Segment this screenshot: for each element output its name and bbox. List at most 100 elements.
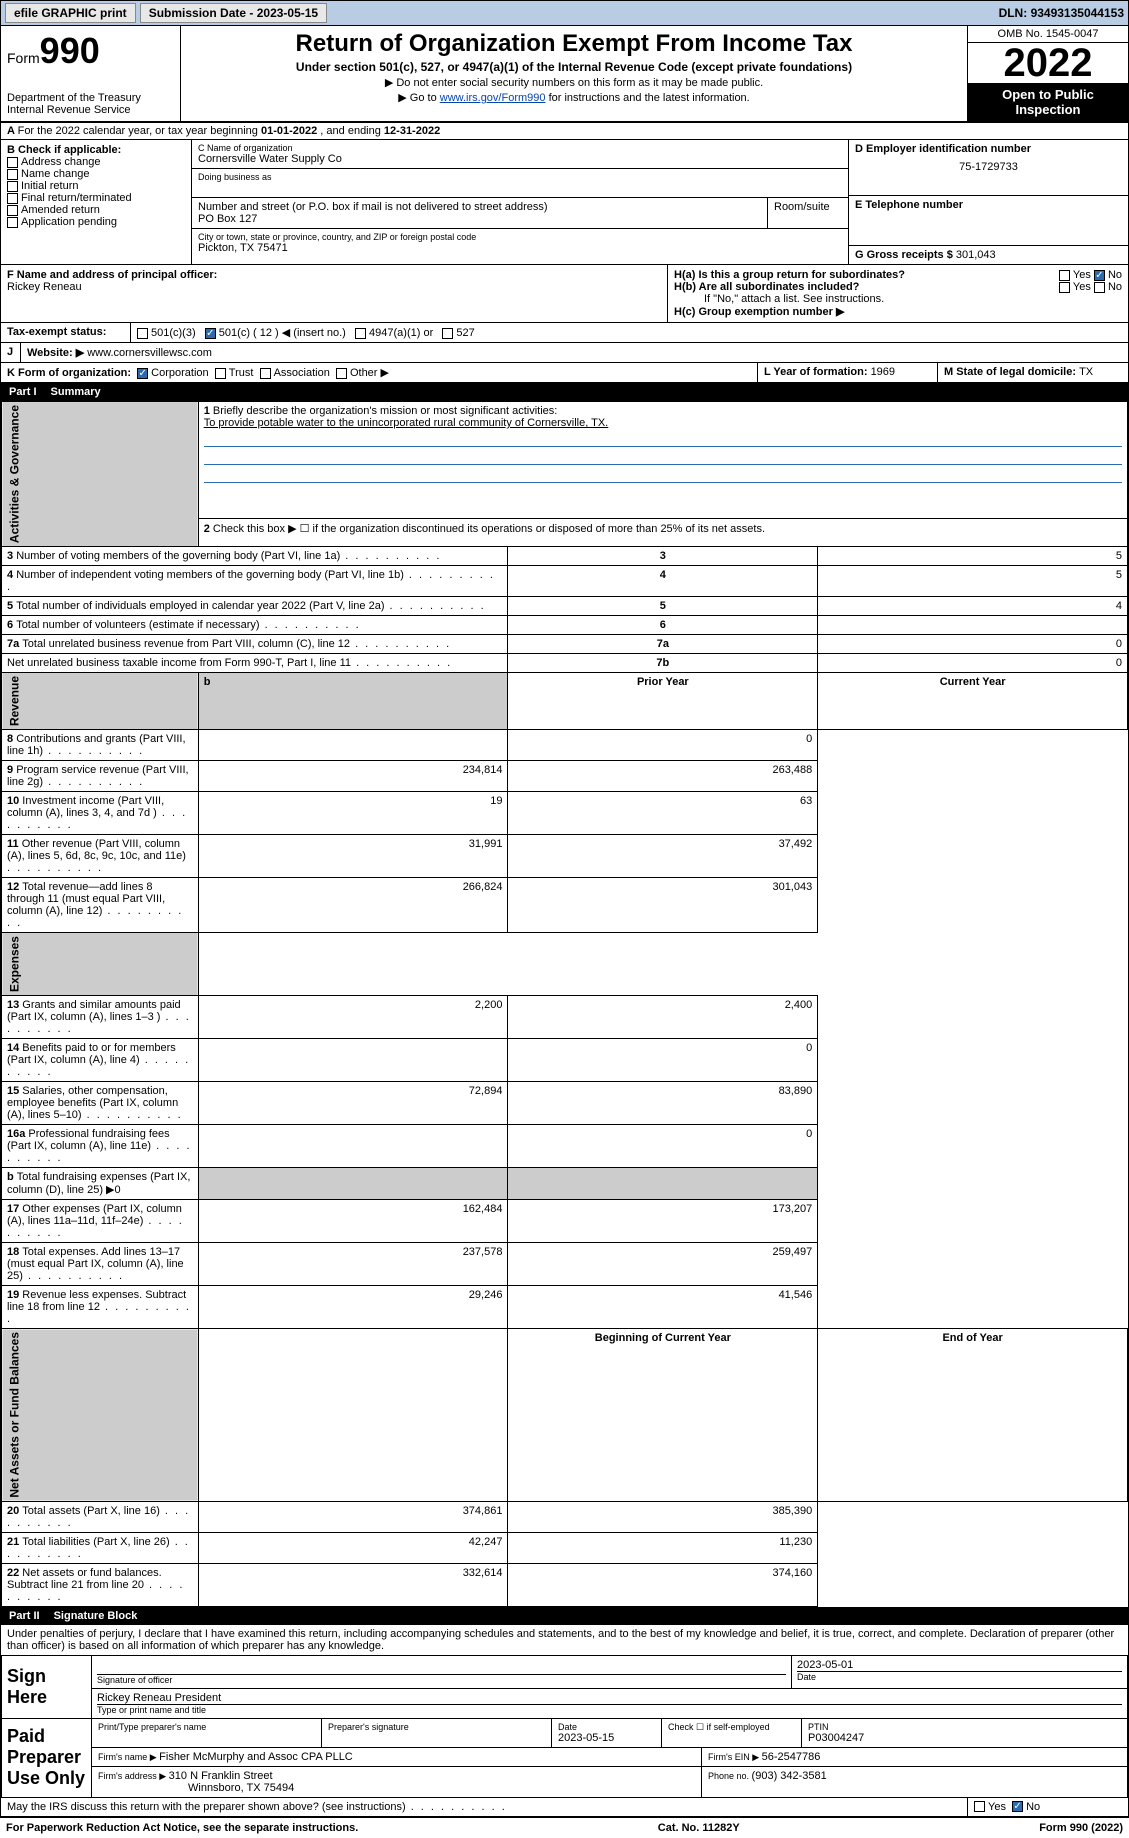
prep-date: 2023-05-15 <box>558 1732 655 1744</box>
rev-row: 9 Program service revenue (Part VIII, li… <box>2 761 1128 792</box>
501c-label: 501(c) ( 12 ) ◀ (insert no.) <box>219 327 346 339</box>
firm-label: Firm's name ▶ <box>98 1752 159 1762</box>
org-name: Cornersville Water Supply Co <box>198 153 842 165</box>
ptin-label: PTIN <box>808 1722 1121 1732</box>
Ha: H(a) Is this a group return for subordin… <box>674 269 1122 281</box>
mission-text: To provide potable water to the unincorp… <box>204 417 1122 429</box>
gross-value: 301,043 <box>956 249 996 261</box>
prep-sig-label: Preparer's signature <box>328 1722 545 1732</box>
hdr-current: Current Year <box>818 673 1128 730</box>
corp-checkbox[interactable] <box>137 368 148 379</box>
Hb-note: If "No," attach a list. See instructions… <box>674 293 1122 305</box>
other-checkbox[interactable] <box>336 368 347 379</box>
prep-name-label: Print/Type preparer's name <box>98 1722 315 1732</box>
firm-phone: (903) 342-3581 <box>752 1770 827 1782</box>
part2-label: Part II <box>9 1610 40 1622</box>
B-option[interactable]: Application pending <box>7 216 185 228</box>
dept-treasury: Department of the Treasury <box>7 92 174 104</box>
firm-addr-label: Firm's address ▶ <box>98 1771 169 1781</box>
I-label: Tax-exempt status: <box>1 323 131 342</box>
gov-row: 3 Number of voting members of the govern… <box>2 547 1128 566</box>
4947-label: 4947(a)(1) or <box>369 327 433 339</box>
addr-label: Number and street (or P.O. box if mail i… <box>198 201 761 213</box>
subdate-label: Submission Date - <box>149 6 257 20</box>
part2-bar: Part II Signature Block <box>1 1607 1128 1625</box>
paid-preparer: Paid Preparer Use Only <box>2 1718 92 1797</box>
gov-row: 4 Number of independent voting members o… <box>2 566 1128 597</box>
line2-label: Check this box ▶ ☐ if the organization d… <box>213 523 765 535</box>
B-option[interactable]: Initial return <box>7 180 185 192</box>
Ha-no-checkbox[interactable] <box>1094 270 1105 281</box>
hdr-end: End of Year <box>818 1329 1128 1502</box>
501c-checkbox[interactable] <box>205 328 216 339</box>
form-container: efile GRAPHIC print Submission Date - 20… <box>0 0 1129 1818</box>
signature-table: Sign Here Signature of officer 2023-05-0… <box>1 1655 1128 1798</box>
form-subtitle: Under section 501(c), 527, or 4947(a)(1)… <box>189 60 959 74</box>
net-row: 21 Total liabilities (Part X, line 26)42… <box>2 1532 1128 1563</box>
discuss-label: May the IRS discuss this return with the… <box>7 1801 406 1813</box>
website-label: Website: ▶ <box>27 347 87 359</box>
exp-row: 14 Benefits paid to or for members (Part… <box>2 1039 1128 1082</box>
form-number: Form990 <box>7 30 174 72</box>
goto-note: ▶ Go to www.irs.gov/Form990 for instruct… <box>189 91 959 104</box>
form-header: Form990 Department of the Treasury Inter… <box>1 26 1128 123</box>
hdr-begin: Beginning of Current Year <box>508 1329 818 1502</box>
M-label: M State of legal domicile: <box>944 366 1079 378</box>
Ha-yes-checkbox[interactable] <box>1059 270 1070 281</box>
efile-print-button[interactable]: efile GRAPHIC print <box>5 3 136 23</box>
Hb-yes-checkbox[interactable] <box>1059 282 1070 293</box>
B-label: B Check if applicable: <box>7 144 185 156</box>
firm-phone-label: Phone no. <box>708 1771 752 1781</box>
phone-label: E Telephone number <box>855 199 963 211</box>
exp-row: 19 Revenue less expenses. Subtract line … <box>2 1286 1128 1329</box>
ein-label: D Employer identification number <box>855 143 1031 155</box>
rev-row: 11 Other revenue (Part VIII, column (A),… <box>2 835 1128 878</box>
box-C: C Name of organizationCornersville Water… <box>191 140 848 264</box>
city-label: City or town, state or province, country… <box>198 232 842 242</box>
part1-table: Activities & Governance 1 Briefly descri… <box>1 401 1128 1607</box>
self-emp: Check ☐ if self-employed <box>662 1719 802 1747</box>
4947-checkbox[interactable] <box>355 328 366 339</box>
dba-label: Doing business as <box>198 172 842 182</box>
gov-row: 5 Total number of individuals employed i… <box>2 597 1128 616</box>
line-A: A For the 2022 calendar year, or tax yea… <box>1 123 1128 140</box>
footer-center: Cat. No. 11282Y <box>658 1822 740 1834</box>
discuss-no-checkbox[interactable] <box>1012 1801 1023 1812</box>
trust-checkbox[interactable] <box>215 368 226 379</box>
gross-label: G Gross receipts $ <box>855 249 956 261</box>
irs-link[interactable]: www.irs.gov/Form990 <box>440 92 546 104</box>
rev-row: 12 Total revenue—add lines 8 through 11 … <box>2 878 1128 933</box>
gov-row: 7a Total unrelated business revenue from… <box>2 635 1128 654</box>
net-row: 22 Net assets or fund balances. Subtract… <box>2 1563 1128 1606</box>
527-checkbox[interactable] <box>442 328 453 339</box>
dln: DLN: 93493135044153 <box>999 6 1124 20</box>
ptin: P03004247 <box>808 1732 1121 1744</box>
501c3-checkbox[interactable] <box>137 328 148 339</box>
exp-row: 17 Other expenses (Part IX, column (A), … <box>2 1200 1128 1243</box>
footer-left: For Paperwork Reduction Act Notice, see … <box>6 1822 358 1834</box>
assoc-checkbox[interactable] <box>260 368 271 379</box>
officer-printed: Rickey Reneau President <box>97 1692 1122 1705</box>
B-option[interactable]: Name change <box>7 168 185 180</box>
gov-row: 6 Total number of volunteers (estimate i… <box>2 616 1128 635</box>
rev-row: 8 Contributions and grants (Part VIII, l… <box>2 730 1128 761</box>
Hb-no-checkbox[interactable] <box>1094 282 1105 293</box>
exp-row: 18 Total expenses. Add lines 13–17 (must… <box>2 1243 1128 1286</box>
B-option[interactable]: Amended return <box>7 204 185 216</box>
B-option[interactable]: Address change <box>7 156 185 168</box>
Hc: H(c) Group exemption number ▶ <box>674 305 1122 318</box>
firm-ein-label: Firm's EIN ▶ <box>708 1752 762 1762</box>
ssn-note: ▶ Do not enter social security numbers o… <box>189 76 959 89</box>
B-option[interactable]: Final return/terminated <box>7 192 185 204</box>
hdr-prior: Prior Year <box>508 673 818 730</box>
box-B: B Check if applicable: Address changeNam… <box>1 140 191 264</box>
topbar: efile GRAPHIC print Submission Date - 20… <box>1 1 1128 26</box>
open-inspection: Open to Public Inspection <box>968 83 1128 121</box>
officer-name: Rickey Reneau <box>7 281 661 293</box>
state-domicile: TX <box>1079 366 1093 378</box>
discuss-yes-checkbox[interactable] <box>974 1801 985 1812</box>
tax-year: 2022 <box>968 43 1128 83</box>
submission-date: Submission Date - 2023-05-15 <box>140 3 327 23</box>
line1-label: Briefly describe the organization's miss… <box>213 405 557 417</box>
C-name-label: C Name of organization <box>198 143 842 153</box>
